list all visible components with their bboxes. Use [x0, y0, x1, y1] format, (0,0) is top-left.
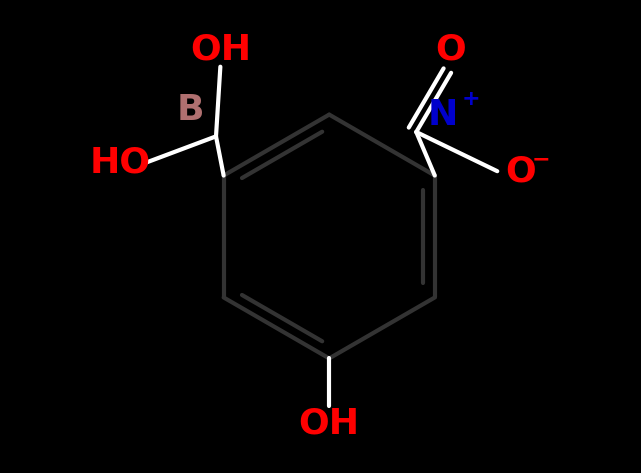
Text: OH: OH	[190, 32, 251, 66]
Text: HO: HO	[90, 146, 151, 179]
Text: O: O	[505, 154, 536, 188]
Text: +: +	[462, 89, 481, 109]
Text: N: N	[427, 97, 458, 131]
Text: OH: OH	[299, 407, 360, 441]
Text: B: B	[176, 93, 204, 127]
Text: −: −	[531, 150, 550, 170]
Text: O: O	[436, 32, 467, 66]
